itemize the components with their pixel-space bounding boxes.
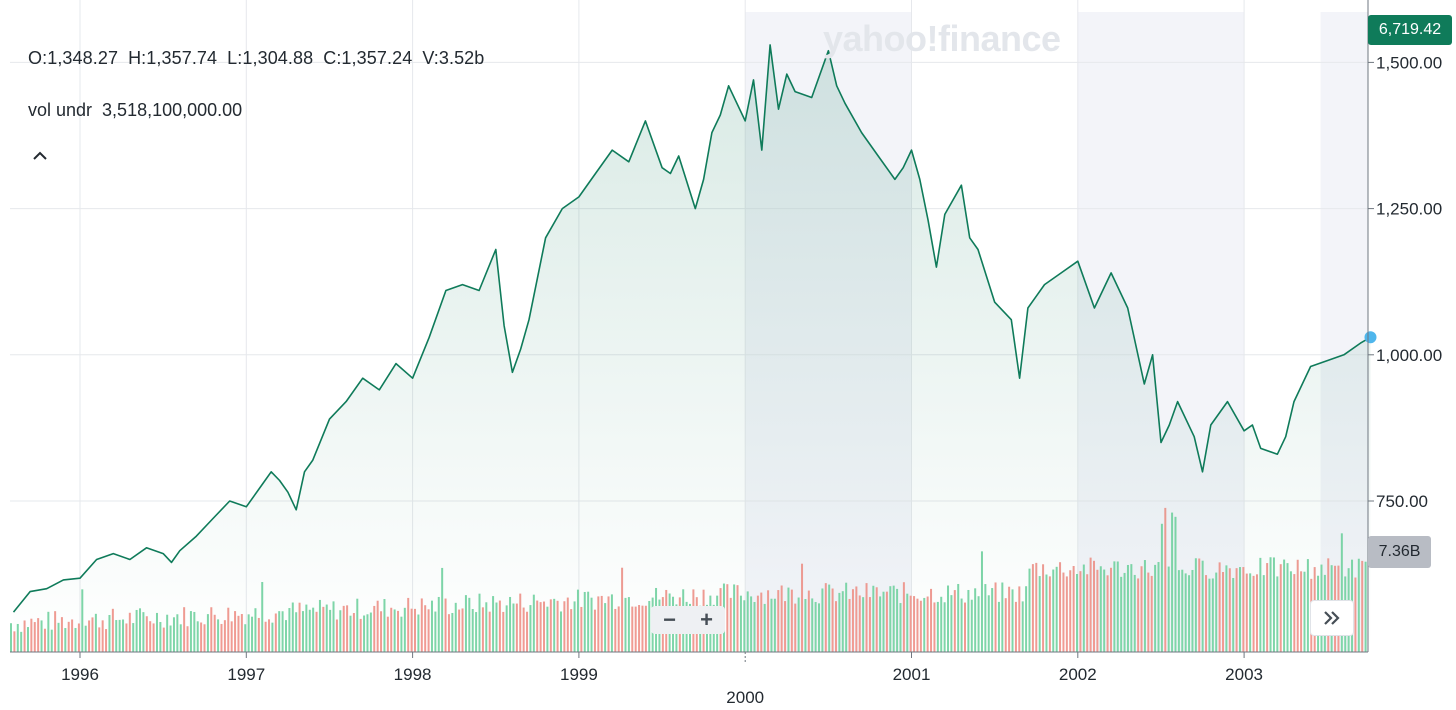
high-value: H:1,357.74 — [128, 48, 218, 68]
volume-bar — [10, 623, 12, 652]
volume-amount: 3,518,100,000.00 — [102, 100, 243, 120]
x-tick-label-2: 1998 — [394, 665, 432, 684]
axes: 750.00 1,000.00 1,250.00 1,500.00 1996 1997 19… — [10, 0, 1442, 707]
x-tick-label-7: 2003 — [1225, 665, 1263, 684]
volume-readout: vol undr 3,518,100,000.00 — [28, 100, 252, 121]
x-tick-label-1: 1997 — [227, 665, 265, 684]
y-tick-label-1: 1,000.00 — [1376, 346, 1442, 365]
ohlc-readout: O:1,348.27 H:1,357.74 L:1,304.88 C:1,357.24… — [28, 48, 494, 69]
x-tick-label-3: 1999 — [560, 665, 598, 684]
close-value: C:1,357.24 — [323, 48, 413, 68]
price-line — [12, 44, 1371, 613]
chevron-up-icon[interactable] — [30, 146, 50, 166]
y-tick-label-2: 1,250.00 — [1376, 200, 1442, 219]
y-tick-label-0: 750.00 — [1376, 492, 1428, 511]
current-price-marker — [1364, 331, 1377, 344]
current-price-badge: 6,719.42 — [1368, 15, 1452, 45]
open-value: O:1,348.27 — [28, 48, 119, 68]
double-chevron-right-icon[interactable] — [1310, 600, 1354, 636]
zoom-out-button[interactable]: − — [663, 607, 676, 632]
zoom-in-button[interactable]: + — [700, 607, 713, 632]
volume-value: V:3.52b — [422, 48, 485, 68]
price-area-fill — [13, 44, 1371, 652]
volume-label: vol undr — [28, 100, 93, 120]
price-area — [12, 44, 1377, 652]
low-value: L:1,304.88 — [227, 48, 314, 68]
x-tick-label-4: 2000 — [726, 688, 764, 707]
yahoo-finance-watermark: yahoo!finance — [823, 18, 1061, 59]
y-tick-label-3: 1,500.00 — [1376, 53, 1442, 72]
x-tick-label-6: 2002 — [1059, 665, 1097, 684]
zoom-controls: − + — [651, 606, 725, 634]
x-tick-label-5: 2001 — [893, 665, 931, 684]
current-volume-badge: 7.36B — [1368, 536, 1431, 568]
x-tick-label-0: 1996 — [61, 665, 99, 684]
